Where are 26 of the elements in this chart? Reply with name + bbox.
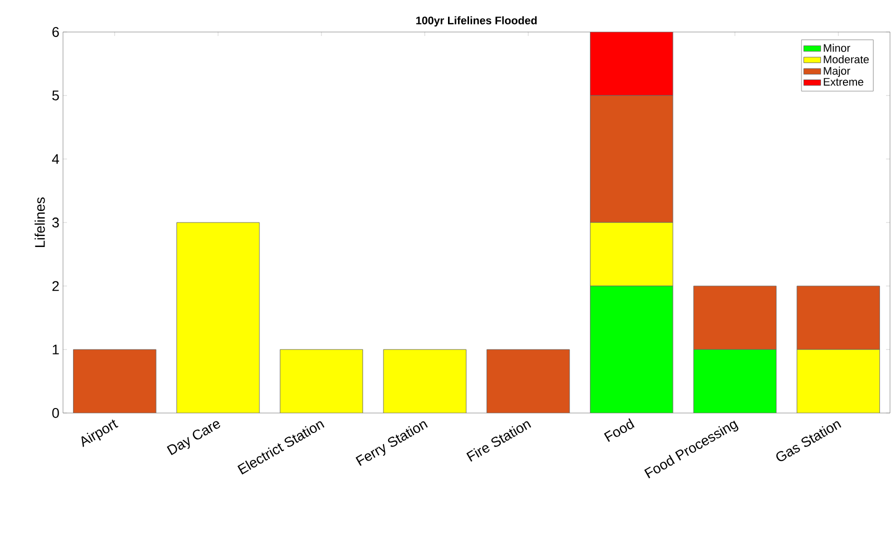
y-tick-label: 5 [52, 90, 59, 100]
bar [280, 350, 363, 413]
bar [796, 286, 880, 350]
bar [176, 222, 260, 413]
bar [590, 95, 674, 223]
bar [590, 222, 674, 286]
y-tick-label: 6 [52, 27, 59, 37]
y-tick-label: 3 [52, 218, 59, 228]
chart-title: 100yr Lifelines Flooded [416, 16, 537, 26]
y-tick-label: 0 [52, 408, 59, 418]
bar [73, 350, 156, 413]
y-axis-title: Lifelines [34, 197, 45, 247]
bar [383, 350, 466, 413]
legend-label: Minor [824, 44, 850, 52]
bar [693, 349, 777, 413]
legend-label: Extreme [824, 78, 864, 86]
bar [590, 286, 673, 413]
x-tick-label: Day Care [166, 421, 220, 456]
bar [486, 350, 570, 413]
bar [796, 349, 880, 413]
y-tick-label: 2 [52, 281, 59, 291]
bar [693, 286, 777, 350]
y-tick-label: 1 [52, 344, 59, 354]
legend-label: Moderate [824, 55, 869, 64]
y-tick-label: 4 [52, 154, 60, 164]
legend-label: Major [824, 66, 850, 77]
